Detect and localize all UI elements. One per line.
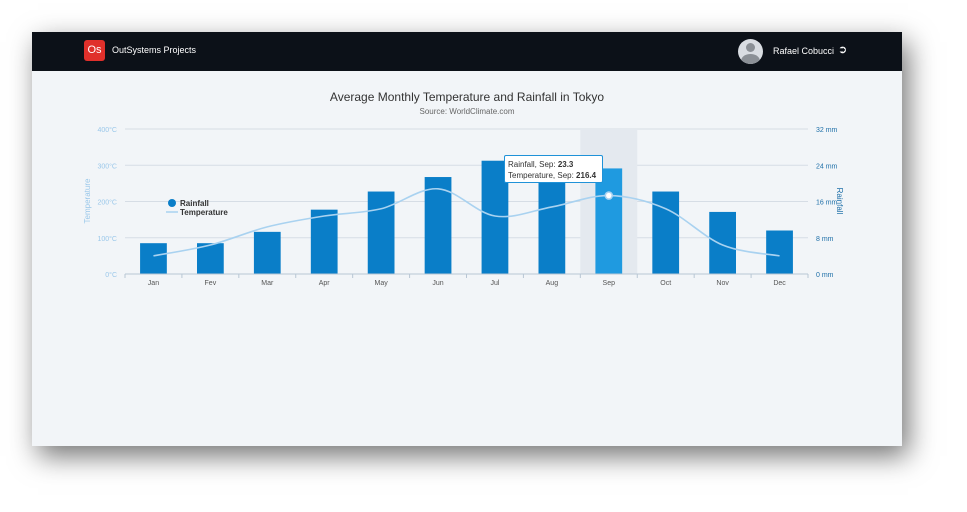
legend-temperature-label[interactable]: Temperature bbox=[180, 208, 228, 217]
temperature-line bbox=[153, 188, 780, 257]
app-title[interactable]: OutSystems Projects bbox=[112, 45, 197, 55]
user-avatar-icon[interactable] bbox=[738, 39, 763, 64]
chart-subtitle: Source: WorldClimate.com bbox=[420, 107, 515, 116]
x-axis-label: Aug bbox=[546, 280, 559, 287]
chart-legend[interactable]: Rainfall Temperature bbox=[166, 199, 228, 217]
tooltip-temp-value: 216.4 bbox=[576, 171, 597, 180]
y-left-tick-label: 400°C bbox=[97, 126, 117, 134]
x-axis-label: Jun bbox=[432, 280, 443, 287]
temperature-spline[interactable] bbox=[153, 188, 780, 257]
y-axis-left-label: Temperature bbox=[83, 178, 92, 223]
rainfall-bar-sep[interactable] bbox=[595, 168, 623, 274]
tooltip-temp-prefix: Temperature, Sep: bbox=[508, 171, 577, 180]
y-left-tick-label: 0°C bbox=[105, 271, 117, 279]
app-logo[interactable]: Os bbox=[84, 40, 105, 61]
rainfall-bar-jun[interactable] bbox=[424, 177, 452, 274]
x-axis-label: Nov bbox=[716, 280, 729, 287]
tooltip-rain-prefix: Rainfall, Sep: bbox=[508, 160, 558, 169]
y-right-tick-label: 24 mm bbox=[816, 163, 838, 170]
x-axis-label: May bbox=[375, 280, 389, 287]
rainfall-bar-nov[interactable] bbox=[709, 211, 737, 274]
rainfall-bar-mar[interactable] bbox=[253, 231, 281, 274]
rainfall-bar-dec[interactable] bbox=[766, 230, 793, 275]
y-right-tick-label: 0 mm bbox=[816, 272, 834, 279]
top-navbar: Os OutSystems Projects Rafael Cobucci ➲ bbox=[32, 32, 902, 71]
rainfall-bar-apr[interactable] bbox=[310, 209, 338, 274]
sign-out-icon[interactable]: ➲ bbox=[838, 44, 848, 56]
temperature-hover-marker[interactable] bbox=[604, 191, 614, 200]
chart-axes: 0°C 100°C 200°C 300°C 400°C 0 mm 8 mm 16 mm 24 m… bbox=[97, 126, 837, 287]
y-right-tick-label: 8 mm bbox=[816, 236, 834, 243]
legend-rainfall-label[interactable]: Rainfall bbox=[180, 199, 209, 208]
tooltip-rain-value: 23.3 bbox=[557, 160, 574, 169]
x-axis-label: Mar bbox=[261, 280, 274, 287]
x-axis-label: Dec bbox=[773, 280, 786, 287]
chart-tooltip: Rainfall, Sep: 23.3 Temperature, Sep: 21… bbox=[504, 155, 603, 183]
y-right-tick-label: 32 mm bbox=[816, 127, 838, 134]
rainfall-bar-oct[interactable] bbox=[652, 191, 680, 274]
rainfall-bar-aug[interactable] bbox=[538, 174, 566, 274]
x-axis-label: Sep bbox=[603, 280, 616, 287]
app-window: Os OutSystems Projects Rafael Cobucci ➲ … bbox=[32, 32, 902, 446]
x-axis-label: Apr bbox=[319, 280, 331, 287]
rainfall-bar-may[interactable] bbox=[367, 191, 395, 274]
rainfall-bar-jan[interactable] bbox=[140, 243, 167, 274]
x-axis-label: Fev bbox=[205, 280, 217, 287]
temperature-rainfall-chart: Average Monthly Temperature and Rainfall… bbox=[83, 90, 844, 287]
y-right-tick-label: 16 mm bbox=[816, 200, 838, 207]
y-axis-right-label: Rainfall bbox=[835, 188, 844, 215]
legend-rainfall-marker bbox=[168, 199, 176, 207]
user-name[interactable]: Rafael Cobucci bbox=[773, 46, 835, 56]
chart-title: Average Monthly Temperature and Rainfall… bbox=[330, 90, 604, 104]
rainfall-bar-fev[interactable] bbox=[196, 243, 224, 274]
y-left-tick-label: 300°C bbox=[97, 162, 117, 170]
x-axis-label: Oct bbox=[660, 280, 671, 287]
x-axis-label: Jan bbox=[148, 280, 159, 287]
y-left-tick-label: 200°C bbox=[97, 199, 117, 207]
x-axis-label: Jul bbox=[490, 280, 499, 287]
y-left-tick-label: 100°C bbox=[97, 235, 117, 243]
rainfall-bars bbox=[140, 160, 793, 275]
